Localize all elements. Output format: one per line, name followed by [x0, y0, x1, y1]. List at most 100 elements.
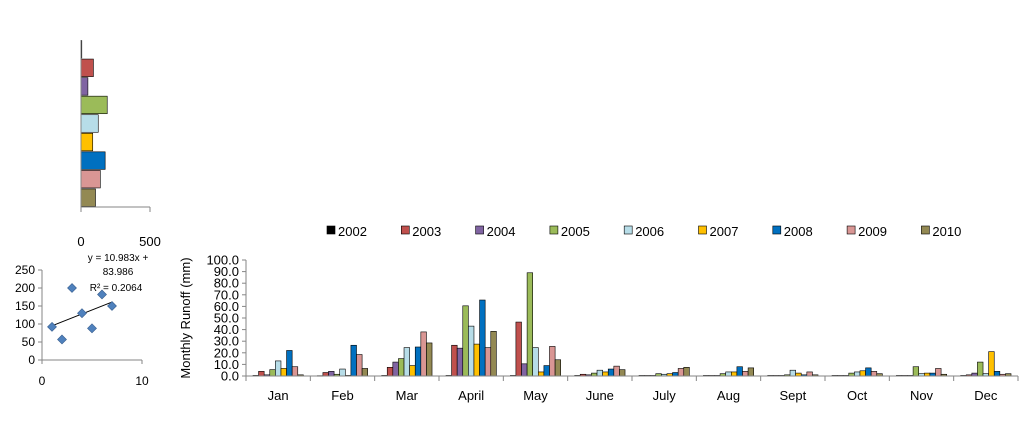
bar-Mar-2008	[414, 346, 422, 377]
y-tick-label: 80.0	[214, 276, 239, 291]
scatter-chart: 0 50 100 150 200 250 0 10 y = 10.983x + 83.986 R² …	[15, 253, 149, 388]
bar-Aug-2007	[730, 371, 738, 377]
hbar-2007	[80, 132, 94, 152]
legend-swatch-2005	[549, 225, 559, 235]
x-tick-label-June: June	[586, 388, 614, 403]
bar-Dec-2007	[988, 351, 995, 377]
y-tick-label: 0.0	[221, 369, 239, 384]
bar-June-2009	[613, 365, 620, 377]
legend-label-2007: 2007	[710, 224, 739, 239]
horizontal-bar-chart: 0 500	[77, 40, 161, 249]
legend-swatch-2007	[698, 225, 707, 235]
bar-April-2009	[484, 347, 492, 377]
bar-April-2003	[451, 344, 458, 377]
scatter-point-1	[47, 321, 57, 332]
bar-May-2008	[543, 365, 550, 377]
bar-Jan-2006	[275, 360, 282, 377]
bar-Oct-2009	[870, 371, 878, 377]
scatter-y-tick-label: 0	[28, 353, 35, 367]
legend-swatch-2006	[623, 225, 633, 235]
bar-June-2008	[607, 368, 615, 377]
bar-Mar-2006	[403, 347, 410, 377]
bar-Jan-2005	[269, 369, 276, 377]
bar-Mar-2009	[420, 331, 427, 377]
legend-label-2005: 2005	[561, 224, 590, 239]
bar-Nov-2005	[912, 366, 919, 377]
hbar-2004	[80, 77, 89, 96]
x-tick-label-May: May	[523, 388, 548, 403]
scatter-y-tick-label: 100	[15, 317, 35, 331]
bar-Aug-2010	[747, 367, 754, 377]
bar-Jan-2007	[280, 368, 287, 377]
trendline-equation-line: R² = 0.2064	[90, 283, 143, 294]
legend-swatch-2009	[846, 225, 856, 235]
bar-Dec-2005	[977, 361, 984, 377]
trendline-equation-line: y = 10.983x +	[88, 253, 149, 264]
y-tick-label: 50.0	[214, 311, 239, 326]
bar-May-2003	[515, 321, 522, 377]
bar-June-2007	[602, 371, 609, 377]
scatter-y-tick-label: 50	[22, 335, 36, 349]
x-tick-label-Dec: Dec	[974, 388, 998, 403]
bar-Mar-2004	[392, 361, 399, 377]
scatter-y-tick-label: 150	[15, 299, 35, 313]
legend-label-2008: 2008	[784, 224, 813, 239]
scatter-point-4	[77, 308, 87, 319]
bar-July-2008	[672, 372, 679, 377]
legend-swatch-2003	[400, 225, 410, 235]
bar-April-2004	[456, 347, 464, 377]
x-tick-label-Sept: Sept	[779, 388, 806, 403]
y-axis-title: Monthly Runoff (mm)	[178, 257, 193, 378]
legend-swatch-2004	[475, 225, 484, 235]
y-tick-label: 30.0	[214, 334, 239, 349]
legend-label-2004: 2004	[487, 224, 516, 239]
bar-June-2006	[596, 369, 603, 377]
bar-Feb-2010	[361, 368, 369, 377]
bar-May-2004	[521, 363, 528, 377]
bar-July-2009	[677, 368, 685, 377]
x-tick-label-Feb: Feb	[331, 388, 353, 403]
scatter-y-tick-label: 200	[15, 281, 35, 295]
legend-label-2010: 2010	[932, 224, 961, 239]
bar-Feb-2004	[328, 371, 335, 377]
bar-Sept-2009	[806, 371, 813, 377]
legend-swatch-2010	[921, 225, 930, 235]
y-tick-label: 20.0	[214, 345, 239, 360]
y-tick-label: 40.0	[214, 322, 239, 337]
hbar-2010	[80, 188, 96, 207]
legend-label-2006: 2006	[635, 224, 664, 239]
bar-May-2009	[549, 346, 556, 377]
y-tick-label: 100.0	[206, 253, 239, 268]
hbar-x-tick-label: 500	[139, 234, 161, 249]
chart-legend: 2002 2003 2004 2005 2006 2007 2008 2009 2010	[326, 224, 961, 239]
bar-Feb-2008	[350, 344, 357, 377]
legend-label-2003: 2003	[412, 224, 441, 239]
x-tick-label-Oct: Oct	[847, 388, 868, 403]
scatter-x-tick-label: 0	[39, 374, 46, 388]
bar-Jan-2009	[291, 366, 299, 377]
bar-Oct-2007	[859, 370, 866, 377]
bar-Feb-2006	[339, 368, 346, 377]
y-tick-label: 70.0	[214, 287, 239, 302]
bar-May-2010	[554, 359, 561, 377]
bar-Aug-2008	[736, 366, 743, 377]
bar-April-2006	[468, 325, 475, 377]
bar-June-2010	[619, 369, 626, 377]
bar-Mar-2007	[409, 365, 416, 377]
legend-label-2009: 2009	[858, 224, 887, 239]
x-tick-label-Nov: Nov	[910, 388, 934, 403]
x-tick-label-Aug: Aug	[717, 388, 740, 403]
legend-label-2002: 2002	[338, 224, 367, 239]
bar-April-2007	[473, 343, 480, 377]
y-tick-label: 90.0	[214, 264, 239, 279]
bar-Feb-2009	[356, 354, 363, 377]
bar-Dec-2008	[993, 371, 1001, 377]
scatter-y-tick-label: 250	[15, 263, 35, 277]
y-tick-label: 10.0	[214, 357, 239, 372]
bar-May-2006	[532, 347, 539, 377]
bar-April-2010	[490, 331, 497, 377]
hbar-x-tick-label: 0	[77, 234, 84, 249]
bar-Oct-2008	[865, 367, 872, 377]
scatter-point-6	[97, 289, 107, 300]
bar-Aug-2009	[742, 371, 749, 377]
